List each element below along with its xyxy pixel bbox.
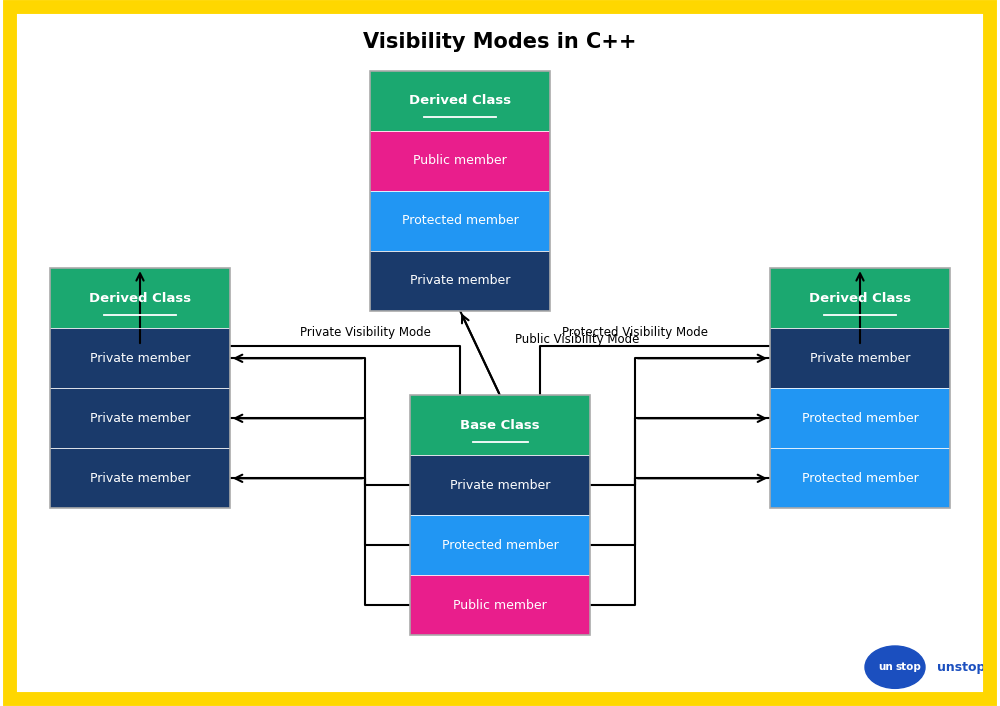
Bar bbox=[370, 131, 550, 191]
Bar bbox=[410, 395, 590, 635]
Text: Protected member: Protected member bbox=[402, 214, 518, 227]
Text: Protected member: Protected member bbox=[802, 472, 918, 485]
Bar bbox=[370, 191, 550, 251]
Text: Protected Visibility Mode: Protected Visibility Mode bbox=[562, 326, 708, 339]
Bar bbox=[50, 268, 230, 508]
Text: Public member: Public member bbox=[453, 599, 547, 612]
Bar bbox=[770, 388, 950, 448]
Bar bbox=[370, 71, 550, 311]
Text: Public member: Public member bbox=[413, 154, 507, 167]
Circle shape bbox=[865, 646, 925, 688]
Text: Derived Class: Derived Class bbox=[409, 94, 511, 107]
Bar bbox=[410, 515, 590, 575]
Bar bbox=[770, 268, 950, 328]
Text: Derived Class: Derived Class bbox=[809, 292, 911, 305]
Bar bbox=[50, 268, 230, 328]
Bar bbox=[770, 448, 950, 508]
Text: Private member: Private member bbox=[810, 352, 910, 365]
Text: Private member: Private member bbox=[450, 479, 550, 492]
Text: Private member: Private member bbox=[90, 472, 190, 485]
Text: Derived Class: Derived Class bbox=[89, 292, 191, 305]
Text: Base Class: Base Class bbox=[460, 419, 540, 432]
Bar bbox=[50, 448, 230, 508]
Text: Private member: Private member bbox=[90, 352, 190, 365]
Text: Private Visibility Mode: Private Visibility Mode bbox=[300, 326, 430, 339]
Text: Protected member: Protected member bbox=[802, 412, 918, 425]
Bar bbox=[770, 328, 950, 388]
Text: Private member: Private member bbox=[410, 274, 510, 287]
Bar bbox=[410, 395, 590, 455]
Text: un: un bbox=[878, 662, 893, 672]
Text: unstop: unstop bbox=[937, 661, 985, 674]
Text: Protected member: Protected member bbox=[442, 539, 558, 552]
Bar bbox=[770, 268, 950, 508]
Text: stop: stop bbox=[896, 662, 922, 672]
Bar bbox=[50, 388, 230, 448]
Bar bbox=[370, 251, 550, 311]
Text: Private member: Private member bbox=[90, 412, 190, 425]
Bar bbox=[370, 71, 550, 131]
Bar bbox=[50, 328, 230, 388]
Bar bbox=[410, 455, 590, 515]
Text: Public Visibility Mode: Public Visibility Mode bbox=[515, 333, 639, 346]
Bar bbox=[410, 575, 590, 635]
Text: Visibility Modes in C++: Visibility Modes in C++ bbox=[363, 32, 637, 52]
